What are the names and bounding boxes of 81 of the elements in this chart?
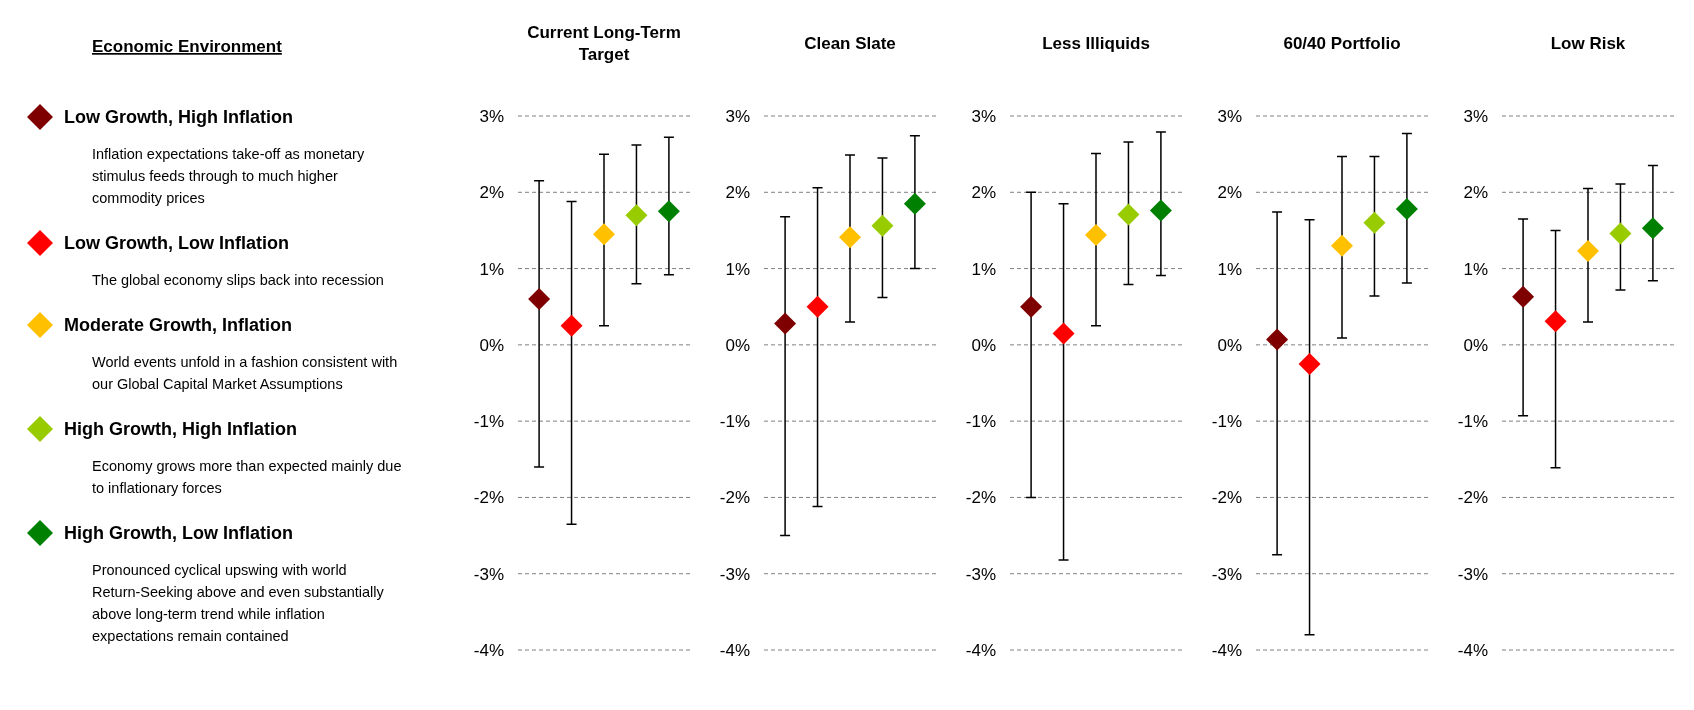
point — [657, 200, 680, 223]
chart-title: Less Illiquids — [1042, 34, 1150, 53]
point — [1331, 234, 1353, 257]
y-tick-label: -1% — [965, 412, 996, 432]
text: Pronounced cyclical upswing with world Return-Seeking above and even substantially above long-term trend while inflation expectations remain contained — [92, 562, 385, 644]
point — [839, 226, 861, 249]
text: The global economy slips back into recession — [92, 272, 384, 288]
y-tick-label: 0% — [1463, 335, 1488, 355]
y-tick-label: -3% — [473, 564, 504, 584]
y-tick-label: 2% — [479, 183, 504, 203]
chart-title: Low Risk — [1550, 34, 1626, 53]
point — [593, 223, 615, 246]
legend-title: Economic Environment — [92, 37, 283, 56]
y-tick-label: 1% — [1463, 259, 1488, 279]
point — [1609, 222, 1632, 245]
point — [1020, 295, 1043, 318]
y-tick-label: -3% — [965, 564, 996, 584]
y-tick-label: -2% — [1211, 488, 1242, 508]
y-tick-label: 0% — [725, 335, 750, 355]
y-tick-label: -4% — [719, 640, 750, 660]
y-tick-label: 3% — [479, 106, 504, 126]
y-tick-label: 2% — [1217, 183, 1242, 203]
legend-label: Low Growth, High Inflation — [64, 107, 293, 127]
y-tick-label: 2% — [1463, 183, 1488, 203]
text: Inflation expectations take-off as monetary stimulus feeds through to much higher commodity prices — [92, 146, 365, 206]
y-tick-label: 2% — [725, 183, 750, 203]
y-tick-label: -3% — [1457, 564, 1488, 584]
text: World events unfold in a fashion consistent with our Global Capital Market Assumptions — [92, 354, 398, 392]
y-tick-label: -4% — [1457, 640, 1488, 660]
chart-title: Clean Slate — [804, 34, 896, 53]
y-tick-label: -3% — [1211, 564, 1242, 584]
point — [1641, 217, 1664, 240]
y-tick-label: 3% — [1217, 106, 1242, 126]
y-tick-label: 3% — [725, 106, 750, 126]
y-tick-label: 1% — [725, 259, 750, 279]
point — [625, 204, 648, 227]
point — [528, 288, 551, 311]
point — [1395, 198, 1418, 221]
y-tick-label: -2% — [719, 488, 750, 508]
point — [1298, 352, 1321, 375]
y-tick-label: -1% — [1457, 412, 1488, 432]
y-tick-label: -2% — [965, 488, 996, 508]
y-tick-label: -3% — [719, 564, 750, 584]
y-tick-label: -2% — [473, 488, 504, 508]
y-tick-label: -1% — [719, 412, 750, 432]
text: Economy grows more than expected mainly due to inflationary forces — [92, 458, 402, 496]
point — [1544, 310, 1567, 333]
point — [774, 312, 797, 335]
point — [1149, 199, 1172, 222]
y-tick-label: 2% — [971, 183, 996, 203]
point — [1266, 328, 1289, 351]
y-tick-label: 0% — [971, 335, 996, 355]
chart-title: 60/40 Portfolio — [1283, 34, 1401, 53]
y-tick-label: 0% — [1217, 335, 1242, 355]
y-tick-label: -1% — [473, 412, 504, 432]
y-tick-label: 1% — [1217, 259, 1242, 279]
y-tick-label: -1% — [1211, 412, 1242, 432]
legend-label: High Growth, High Inflation — [64, 419, 297, 439]
y-tick-label: -4% — [1211, 640, 1242, 660]
y-tick-label: -4% — [473, 640, 504, 660]
point — [560, 314, 583, 337]
point — [1577, 240, 1599, 263]
y-tick-label: 3% — [1463, 106, 1488, 126]
chart-title: Current Long-Term Target — [527, 23, 681, 64]
y-tick-label: 0% — [479, 335, 504, 355]
y-tick-label: 1% — [971, 259, 996, 279]
legend-label: Moderate Growth, Inflation — [64, 315, 292, 335]
point — [871, 214, 894, 237]
point — [1085, 224, 1107, 247]
point — [806, 295, 829, 318]
legend-label: High Growth, Low Inflation — [64, 523, 293, 543]
y-tick-label: 3% — [971, 106, 996, 126]
point — [1363, 211, 1386, 234]
legend-label: Low Growth, Low Inflation — [64, 233, 289, 253]
point — [1052, 322, 1075, 345]
y-tick-label: -2% — [1457, 488, 1488, 508]
point — [903, 192, 926, 215]
y-tick-label: -4% — [965, 640, 996, 660]
point — [1117, 203, 1140, 226]
point — [1512, 285, 1535, 308]
y-tick-label: 1% — [479, 259, 504, 279]
